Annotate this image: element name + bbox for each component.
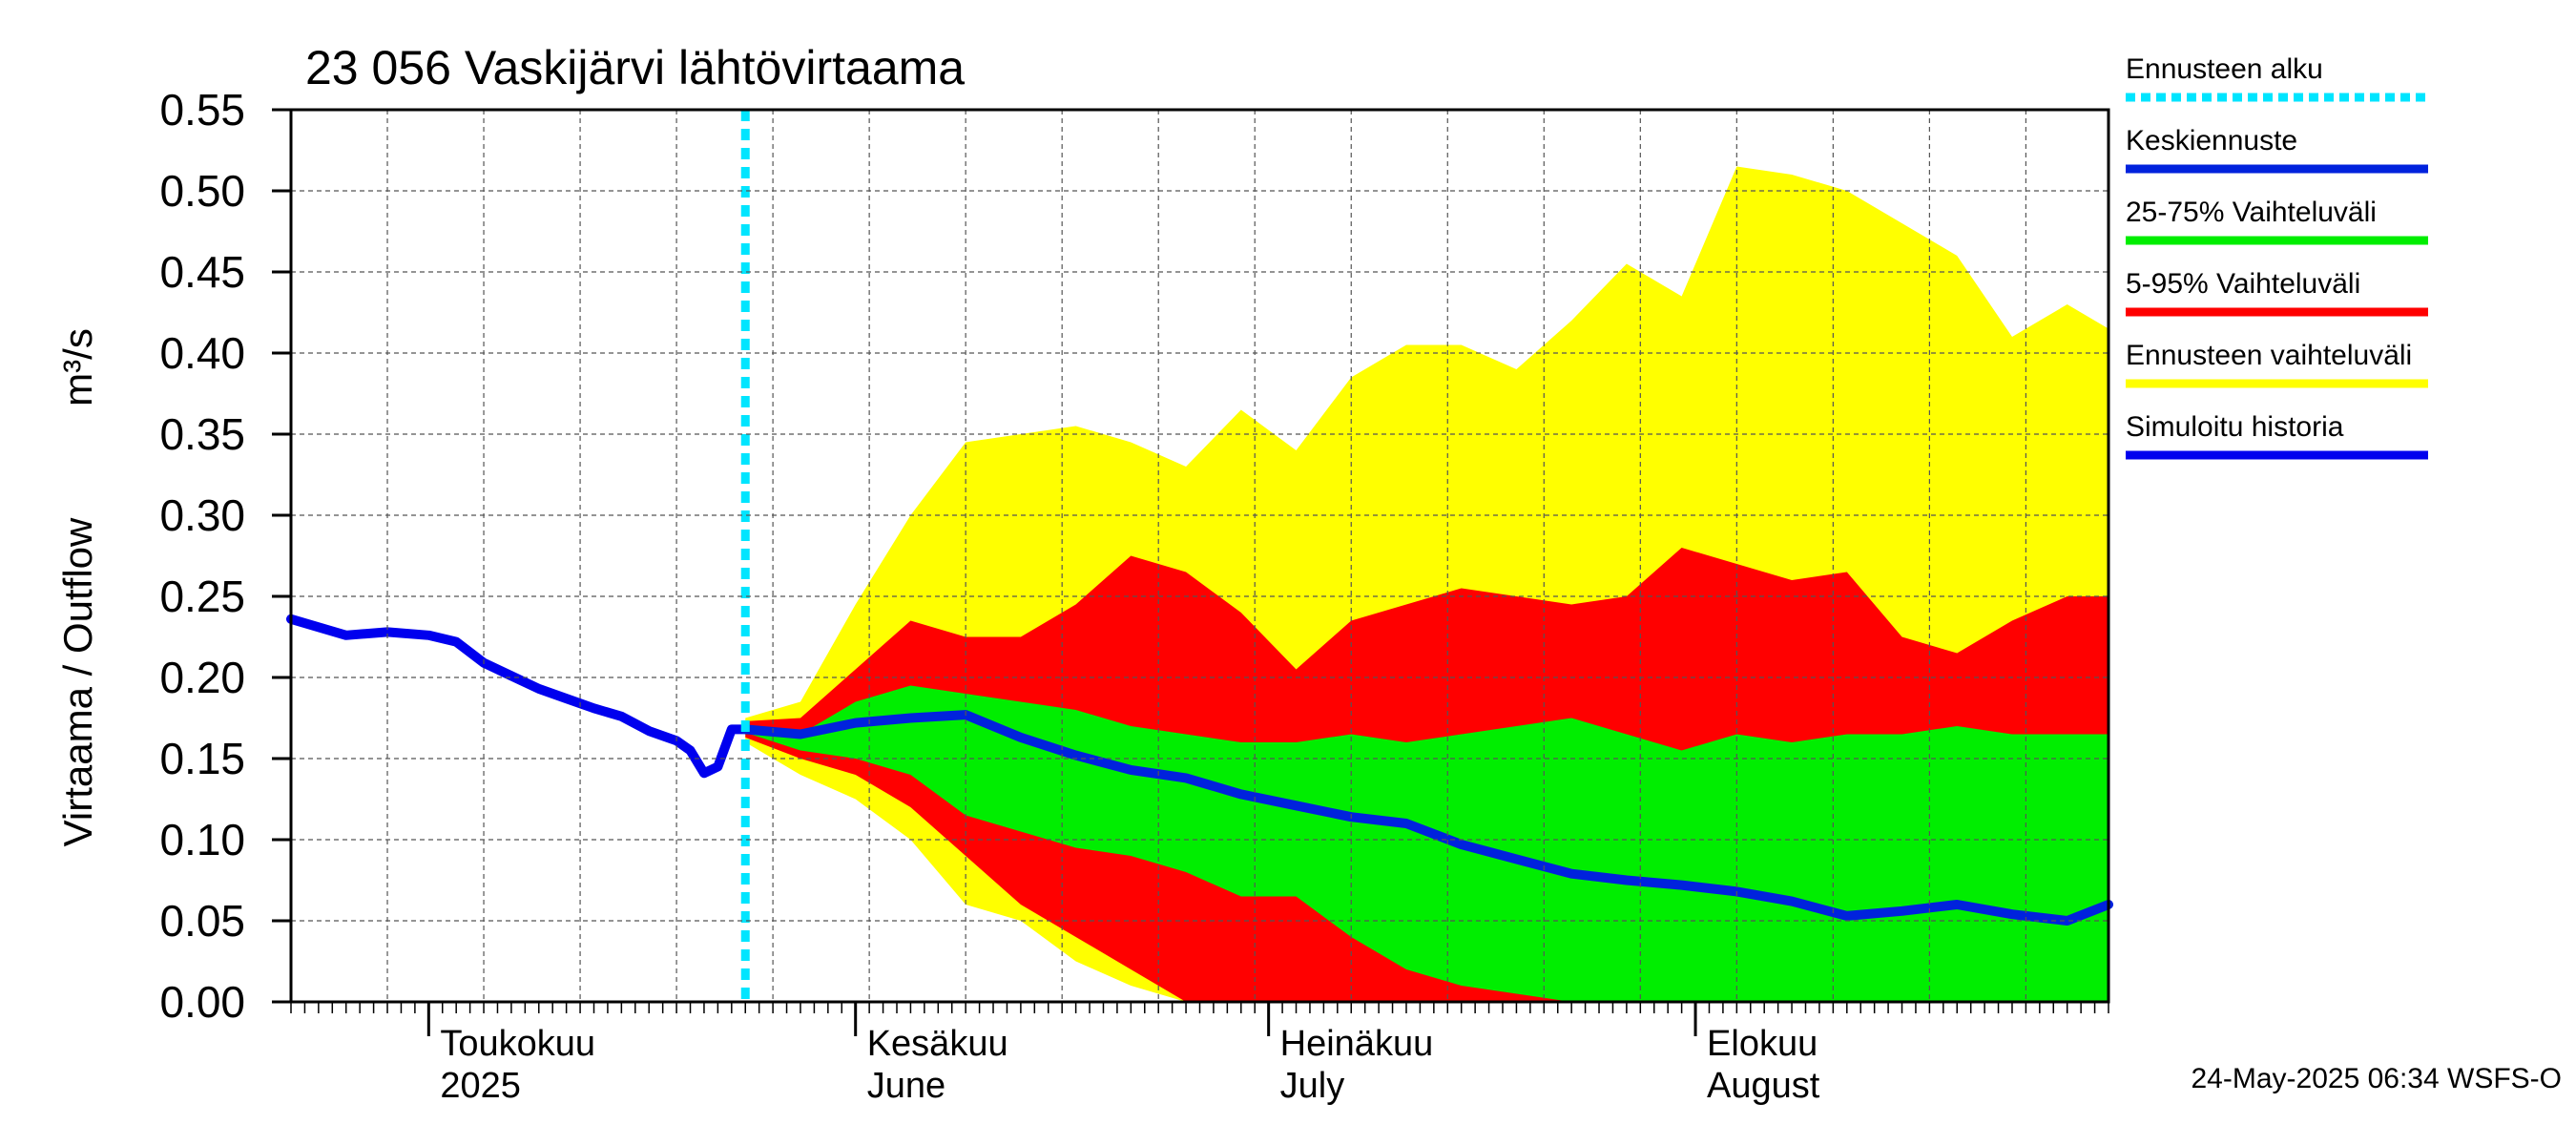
x-month-label: Heinäkuu <box>1280 1024 1434 1064</box>
legend-label: Ennusteen vaihteluväli <box>2126 340 2412 371</box>
history-line <box>286 614 751 779</box>
x-month-label: Toukokuu <box>440 1024 595 1064</box>
footer-timestamp: 24-May-2025 06:34 WSFS-O <box>2192 1063 2563 1094</box>
legend-label: Keskiennuste <box>2126 125 2297 156</box>
median-forecast-line <box>740 710 2113 926</box>
y-tick-label: 0.45 <box>159 247 245 297</box>
legend: Ennusteen alku Keskiennuste 25-75% Vaihtel… <box>2126 53 2428 460</box>
x-month-sublabel: July <box>1280 1066 1345 1106</box>
x-month-label: Elokuu <box>1707 1024 1818 1064</box>
y-tick-label: 0.10 <box>159 815 245 864</box>
y-tick-label: 0.35 <box>159 409 245 459</box>
x-month-sublabel: 2025 <box>440 1066 521 1106</box>
y-axis-label: Virtaama / Outflow <box>55 517 100 846</box>
axes: 0.00 0.05 0.10 0.15 0.20 0.25 0.30 0.35 0.40 0.45… <box>159 85 2110 1106</box>
legend-label: 5-95% Vaihteluväli <box>2126 268 2360 300</box>
plot-area <box>286 110 2113 1002</box>
y-tick-label: 0.40 <box>159 328 245 378</box>
y-axis-unit: m³/s <box>55 328 100 406</box>
y-tick-label: 0.30 <box>159 490 245 540</box>
y-tick-label: 0.20 <box>159 653 245 702</box>
x-month-sublabel: August <box>1707 1066 1820 1106</box>
legend-label: Ennusteen alku <box>2126 53 2323 85</box>
x-month-sublabel: June <box>867 1066 945 1106</box>
y-tick-label: 0.05 <box>159 896 245 946</box>
band-25-75 <box>745 685 2109 1002</box>
y-tick-label: 0.25 <box>159 572 245 621</box>
y-tick-label: 0.00 <box>159 977 245 1027</box>
y-tick-label: 0.50 <box>159 166 245 216</box>
y-tick-label: 0.55 <box>159 85 245 135</box>
y-tick-label: 0.15 <box>159 734 245 783</box>
legend-label: Simuloitu historia <box>2126 411 2344 443</box>
x-month-label: Kesäkuu <box>867 1024 1008 1064</box>
legend-label: 25-75% Vaihteluväli <box>2126 197 2377 228</box>
chart-title: 23 056 Vaskijärvi lähtövirtaama <box>305 41 965 94</box>
